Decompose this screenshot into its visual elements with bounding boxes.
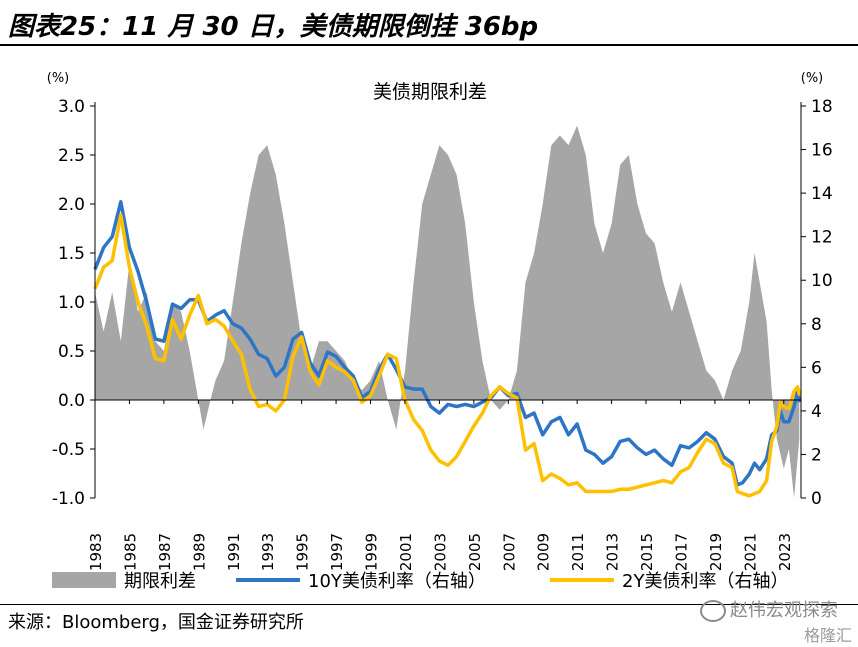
legend: 期限利差 10Y美债利率（右轴） 2Y美债利率（右轴）: [52, 571, 788, 592]
x-tick-label: 2003: [431, 533, 449, 571]
x-tick-label: 1995: [294, 533, 312, 571]
yield-spread-chart: 3.0 2.5 2.0 1.5 1.0 0.5 0.0 -0.5 -1.0 18 16 14 12 10 8…: [47, 71, 833, 592]
left-tick-label: 2.0: [58, 195, 85, 215]
x-tick-label: 1991: [225, 533, 243, 571]
right-axis-unit: (%): [801, 71, 824, 86]
watermark-secondary: 格隆汇: [803, 626, 852, 645]
x-tick-label: 2013: [604, 533, 622, 571]
x-tick-label: 2019: [707, 533, 725, 571]
axes-layer: 3.0 2.5 2.0 1.5 1.0 0.5 0.0 -0.5 -1.0 18 16 14 12 10 8…: [52, 97, 833, 571]
x-tick-label: 1997: [328, 533, 346, 571]
x-tick-label: 1993: [259, 533, 277, 571]
right-tick-label: 4: [811, 402, 822, 422]
x-tick-label: 1999: [363, 533, 381, 571]
source-note: 来源：Bloomberg，国金证券研究所: [8, 612, 304, 633]
left-axis-unit: (%): [47, 71, 70, 86]
left-tick-label: 1.5: [58, 244, 85, 264]
spread-area: [95, 125, 800, 498]
x-tick-label: 1985: [121, 533, 139, 571]
x-tick-label: 2023: [776, 533, 794, 571]
yield-lines-layer: [93, 200, 802, 498]
legend-swatch-spread: [52, 572, 116, 588]
x-tick-label: 2017: [672, 533, 690, 571]
x-tick-label: 2009: [535, 533, 553, 571]
right-tick-label: 0: [811, 489, 822, 509]
legend-label: 期限利差: [124, 571, 196, 592]
watermark: 赵伟宏观探索: [700, 596, 838, 622]
x-tick-label: 1989: [190, 533, 208, 571]
right-tick-label: 2: [811, 445, 822, 465]
right-tick-label: 14: [811, 184, 833, 204]
left-tick-label: -0.5: [52, 440, 85, 460]
wechat-icon: [700, 600, 726, 622]
left-tick-label: 0.5: [58, 342, 85, 362]
two-year-yield-line: [93, 213, 802, 498]
right-tick-label: 16: [811, 141, 833, 161]
figure-header: 图表25：11 月 30 日，美债期限倒挂 36bp: [0, 0, 858, 48]
right-tick-label: 12: [811, 228, 833, 248]
ten-year-yield-line: [93, 200, 802, 487]
right-tick-label: 18: [811, 97, 833, 117]
source-divider: [0, 604, 858, 605]
title-divider: [0, 44, 858, 46]
x-tick-label: 2005: [466, 533, 484, 571]
x-tick-label: 2011: [569, 533, 587, 571]
x-tick-label: 2007: [500, 533, 518, 571]
legend-label: 10Y美债利率（右轴）: [308, 571, 486, 592]
left-tick-label: 1.0: [58, 293, 85, 313]
right-tick-label: 10: [811, 271, 833, 291]
x-tick-label: 1987: [156, 533, 174, 571]
x-tick-label: 1983: [87, 533, 105, 571]
legend-label: 2Y美债利率（右轴）: [622, 571, 788, 592]
left-tick-label: 0.0: [58, 391, 85, 411]
left-tick-label: 3.0: [58, 97, 85, 117]
right-tick-label: 8: [811, 315, 822, 335]
watermark-text: 赵伟宏观探索: [730, 600, 838, 621]
figure-title: 图表25：11 月 30 日，美债期限倒挂 36bp: [8, 12, 539, 42]
chart-title: 美债期限利差: [373, 81, 487, 103]
x-tick-label: 2001: [397, 533, 415, 571]
x-tick-label: 2015: [638, 533, 656, 571]
left-tick-label: 2.5: [58, 146, 85, 166]
x-tick-label: 2021: [741, 533, 759, 571]
right-tick-label: 6: [811, 358, 822, 378]
left-tick-label: -1.0: [52, 489, 85, 509]
spread-area-layer: [95, 125, 800, 498]
